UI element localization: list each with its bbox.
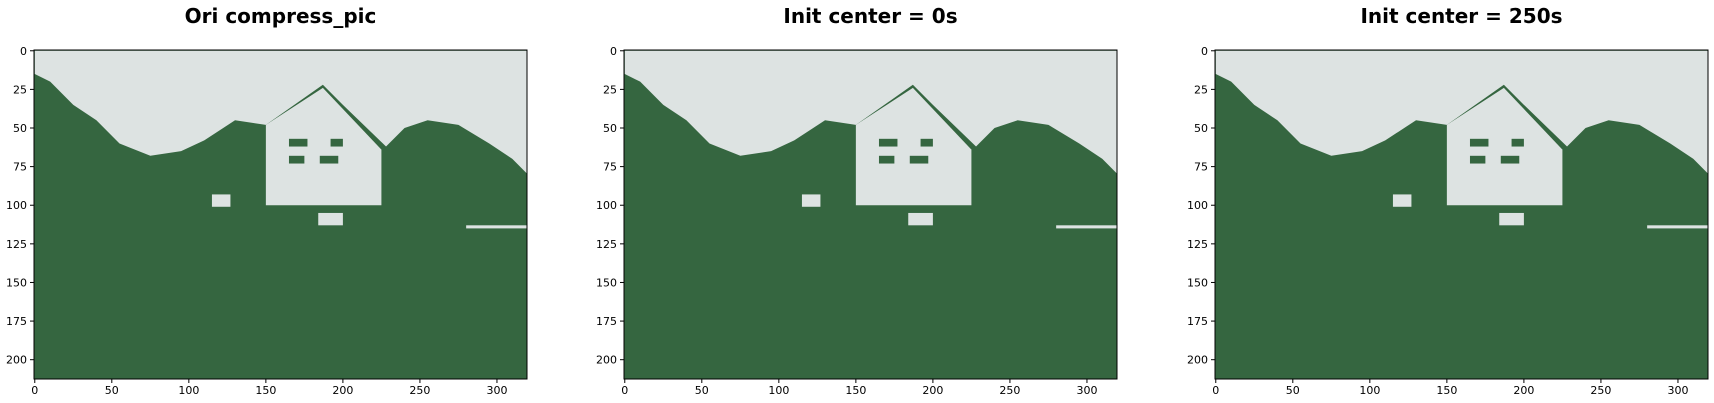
y-tick-label: 75 — [603, 161, 617, 174]
x-tick-label: 100 — [768, 384, 789, 397]
y-tick-label: 150 — [1187, 276, 1208, 289]
x-tick-label: 300 — [1667, 384, 1688, 397]
y-tick-label: 100 — [1187, 199, 1208, 212]
y-tick-label: 75 — [13, 161, 27, 174]
sky — [1215, 50, 1708, 174]
y-tick-label: 150 — [6, 276, 27, 289]
detail — [288, 138, 308, 147]
x-tick-label: 100 — [178, 384, 199, 397]
y-tick-label: 200 — [1187, 354, 1208, 367]
house — [1446, 87, 1563, 206]
x-tick-label: 50 — [695, 384, 709, 397]
detail — [909, 183, 933, 204]
x-tick-label: 150 — [1436, 384, 1457, 397]
y-tick-label: 50 — [13, 122, 27, 135]
y-tick-label: 0 — [610, 45, 617, 58]
y-tick-label: 0 — [1201, 45, 1208, 58]
y-tick-label: 25 — [603, 83, 617, 96]
x-tick-label: 100 — [1359, 384, 1380, 397]
detail — [858, 171, 952, 175]
detail — [1500, 183, 1524, 204]
image — [1215, 50, 1708, 379]
detail — [908, 212, 933, 226]
image — [34, 50, 527, 379]
house — [855, 87, 972, 206]
x-tick-label: 50 — [105, 384, 119, 397]
detail — [909, 155, 929, 164]
detail — [211, 194, 231, 207]
detail — [1469, 138, 1489, 147]
sky — [624, 50, 1117, 174]
image — [624, 50, 1117, 379]
detail — [1469, 155, 1486, 164]
detail — [1056, 225, 1117, 229]
x-tick-label: 250 — [1590, 384, 1611, 397]
detail — [466, 225, 527, 229]
detail — [878, 155, 895, 164]
detail — [319, 183, 343, 204]
panel: 0 50 100 150 200 250 300 0 25 50 75 100 125 150 175 200… — [1187, 4, 1709, 397]
x-tick-label: 50 — [1286, 384, 1300, 397]
y-tick-label: 200 — [6, 354, 27, 367]
detail — [288, 155, 305, 164]
detail — [1392, 194, 1412, 207]
y-tick-label: 175 — [6, 315, 27, 328]
chart-title: Init center = 0s — [783, 4, 957, 28]
x-tick-label: 200 — [1513, 384, 1534, 397]
y-tick-label: 75 — [1194, 161, 1208, 174]
axes-frame — [623, 49, 1118, 380]
x-tick-label: 300 — [486, 384, 507, 397]
detail — [1500, 155, 1520, 164]
x-tick-label: 0 — [31, 384, 38, 397]
y-tick-label: 100 — [596, 199, 617, 212]
panel: 0 50 100 150 200 250 300 0 25 50 75 100 125 150 175 200… — [6, 4, 528, 397]
detail — [1511, 138, 1524, 147]
detail — [1462, 183, 1478, 204]
y-tick-label: 0 — [20, 45, 27, 58]
x-tick-label: 0 — [621, 384, 628, 397]
detail — [1499, 212, 1524, 226]
detail — [1449, 171, 1543, 175]
y-tick-label: 125 — [6, 238, 27, 251]
chart-title: Init center = 250s — [1360, 4, 1562, 28]
x-tick-label: 300 — [1076, 384, 1097, 397]
x-tick-label: 250 — [999, 384, 1020, 397]
chart-title: Ori compress_pic — [185, 4, 377, 28]
y-tick-label: 125 — [596, 238, 617, 251]
x-tick-label: 250 — [409, 384, 430, 397]
y-tick-label: 100 — [6, 199, 27, 212]
detail — [268, 171, 362, 175]
y-tick-label: 25 — [1194, 83, 1208, 96]
sky — [34, 50, 527, 174]
y-tick-label: 175 — [596, 315, 617, 328]
house — [265, 87, 382, 206]
detail — [319, 155, 339, 164]
detail — [801, 194, 821, 207]
axes-frame — [33, 49, 528, 380]
y-tick-label: 175 — [1187, 315, 1208, 328]
y-tick-label: 50 — [603, 122, 617, 135]
detail — [871, 183, 887, 204]
detail — [1647, 225, 1708, 229]
y-tick-label: 25 — [13, 83, 27, 96]
x-tick-label: 150 — [845, 384, 866, 397]
x-tick-label: 200 — [922, 384, 943, 397]
y-tick-label: 150 — [596, 276, 617, 289]
x-tick-label: 200 — [332, 384, 353, 397]
detail — [878, 138, 898, 147]
detail — [330, 138, 343, 147]
y-tick-label: 200 — [596, 354, 617, 367]
detail — [920, 138, 933, 147]
detail — [318, 212, 343, 226]
axes-frame — [1214, 49, 1709, 380]
y-tick-label: 125 — [1187, 238, 1208, 251]
panel: 0 50 100 150 200 250 300 0 25 50 75 100 125 150 175 200… — [596, 4, 1118, 397]
x-tick-label: 150 — [255, 384, 276, 397]
y-tick-label: 50 — [1194, 122, 1208, 135]
detail — [281, 183, 297, 204]
x-tick-label: 0 — [1212, 384, 1219, 397]
